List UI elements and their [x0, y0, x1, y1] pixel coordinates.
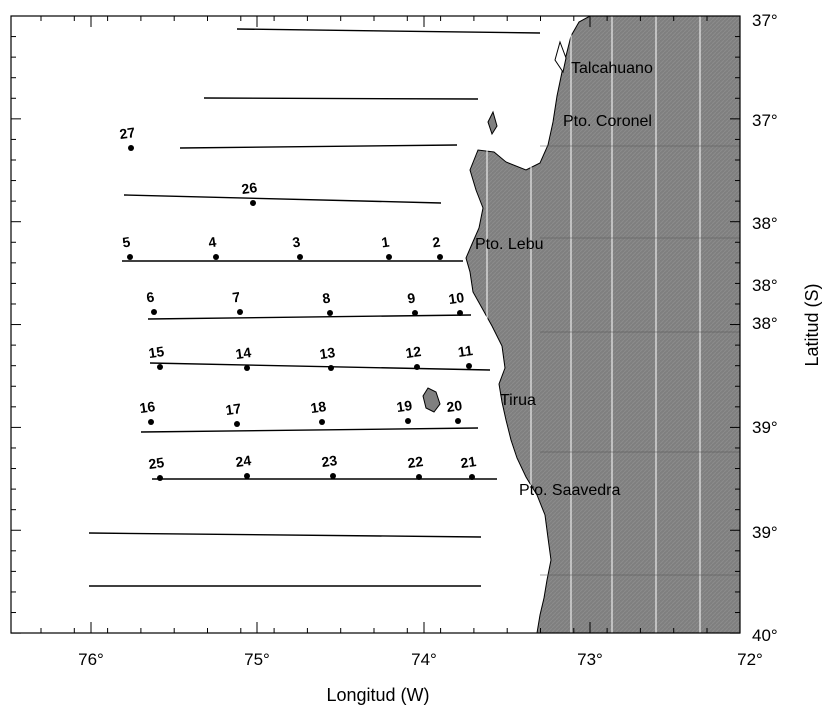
station-dot — [416, 474, 422, 480]
place-pto-coronel: Pto. Coronel — [563, 113, 652, 130]
station-dot — [128, 145, 134, 151]
station-dot — [414, 364, 420, 370]
transect-line — [123, 194, 442, 204]
station-dot — [457, 310, 463, 316]
transect-line — [147, 314, 472, 320]
station-label: 10 — [447, 289, 465, 307]
station-dot — [234, 421, 240, 427]
station-label: 25 — [147, 454, 165, 472]
station-label: 3 — [291, 234, 301, 251]
station-label: 16 — [138, 398, 156, 416]
x-tick-label: 76° — [78, 650, 104, 669]
station-label: 22 — [406, 453, 424, 471]
station-dot — [157, 475, 163, 481]
station-label: 20 — [445, 397, 463, 415]
station-dot — [328, 365, 334, 371]
transect-line — [236, 28, 541, 34]
place-tirua: Tirua — [500, 392, 536, 409]
station-label: 5 — [121, 234, 131, 251]
x-tick-label: 72° — [737, 650, 763, 669]
station-dot — [237, 309, 243, 315]
station-dot — [319, 419, 325, 425]
x-tick-label: 75° — [244, 650, 270, 669]
station-dot — [466, 363, 472, 369]
station-label: 26 — [240, 179, 258, 197]
station-dot — [437, 254, 443, 260]
transect-line — [203, 97, 479, 100]
y-tick-label: 40° — [752, 626, 778, 645]
station-dot — [386, 254, 392, 260]
station-dot — [127, 254, 133, 260]
y-axis-title: Latitud (S) — [802, 283, 822, 366]
station-dot — [213, 254, 219, 260]
station-label: 11 — [457, 342, 474, 360]
station-dot — [405, 418, 411, 424]
station-label: 6 — [145, 289, 155, 306]
station-label: 7 — [231, 289, 241, 306]
y-tick-label: 39° — [752, 418, 778, 437]
y-tick-label: 38° — [752, 314, 778, 333]
station-label: 23 — [320, 452, 338, 470]
island-coronel — [487, 110, 498, 136]
y-tick-label: 38° — [752, 214, 778, 233]
station-dot — [327, 310, 333, 316]
station-dot — [455, 418, 461, 424]
station-label: 4 — [207, 234, 217, 251]
station-label: 1 — [380, 234, 390, 251]
place-talcahuano: Talcahuano — [571, 60, 653, 77]
station-dot — [330, 473, 336, 479]
transect-line — [179, 144, 458, 149]
station-dot — [250, 200, 256, 206]
transect-line — [88, 532, 482, 538]
station-dot — [157, 364, 163, 370]
x-tick-label: 73° — [577, 650, 603, 669]
transect-line — [149, 362, 491, 371]
place-pto-lebu: Pto. Lebu — [475, 236, 544, 253]
station-label: 18 — [309, 398, 327, 416]
station-label: 14 — [234, 344, 252, 362]
bay — [554, 40, 567, 74]
place-pto-saavedra: Pto. Saavedra — [519, 482, 621, 499]
station-dot — [151, 309, 157, 315]
y-tick-label: 37° — [752, 11, 778, 30]
station-label: 17 — [224, 400, 242, 418]
station-dot — [244, 473, 250, 479]
station-label: 12 — [404, 343, 422, 361]
station-label: 21 — [459, 453, 477, 471]
y-tick-label: 38° — [752, 276, 778, 295]
station-label: 2 — [431, 234, 441, 251]
station-dot — [148, 419, 154, 425]
station-label: 19 — [395, 397, 413, 415]
station-label: 9 — [406, 290, 416, 307]
station-dot — [244, 365, 250, 371]
station-dot — [297, 254, 303, 260]
station-dot — [412, 310, 418, 316]
island-mocha — [422, 387, 441, 413]
land-mass — [465, 16, 740, 633]
station-label: 27 — [118, 124, 136, 142]
station-label: 8 — [321, 290, 331, 307]
y-tick-label: 39° — [752, 523, 778, 542]
station-label: 24 — [234, 452, 252, 470]
station-label: 15 — [147, 343, 165, 361]
station-label: 13 — [318, 344, 336, 362]
x-axis-title: Longitud (W) — [326, 685, 429, 705]
station-dot — [469, 474, 475, 480]
y-tick-label: 37° — [752, 111, 778, 130]
transect-line — [140, 427, 479, 433]
x-tick-label: 74° — [411, 650, 437, 669]
